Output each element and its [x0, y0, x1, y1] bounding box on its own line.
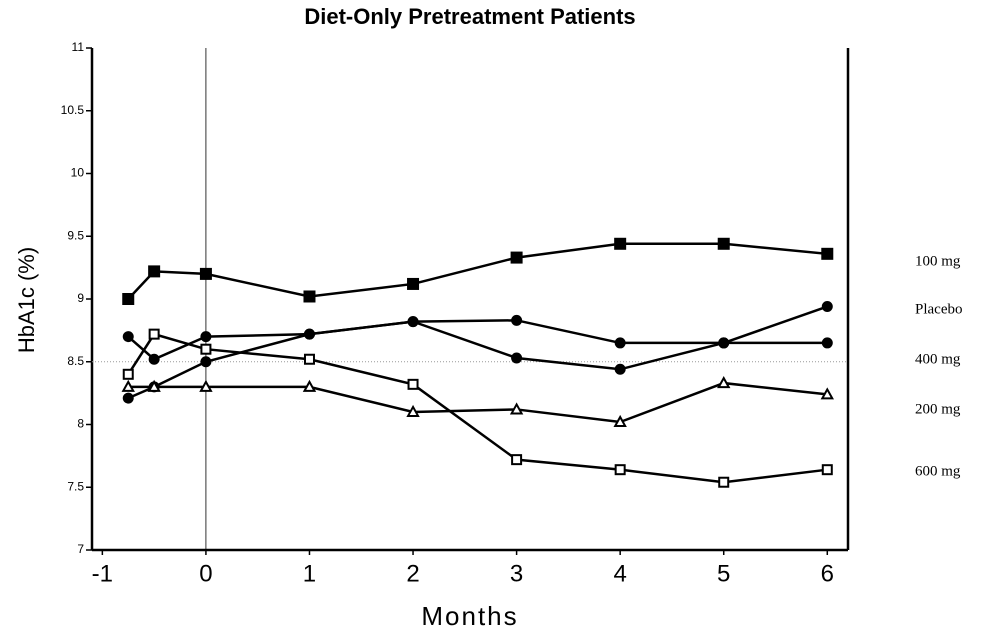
y-tick-label: 7.5 [67, 479, 84, 493]
marker [122, 392, 134, 404]
marker [200, 331, 212, 343]
y-axis-label: HbA1c (%) [14, 247, 39, 353]
legend-label: 400 mg [915, 351, 961, 367]
x-tick-label: 1 [303, 560, 316, 587]
marker [407, 378, 419, 390]
marker [407, 316, 419, 328]
marker [614, 464, 626, 476]
legend-label: Placebo [915, 301, 962, 317]
marker [820, 387, 834, 400]
legend-label: 100 mg [915, 253, 961, 269]
series-line [127, 242, 828, 300]
marker [718, 337, 730, 349]
marker [614, 237, 627, 250]
y-tick-label: 9 [77, 291, 84, 305]
x-tick-label: 3 [510, 560, 523, 587]
marker [122, 293, 135, 305]
marker [303, 353, 315, 365]
marker [122, 368, 134, 380]
marker [613, 414, 627, 427]
marker [717, 376, 731, 389]
marker [821, 301, 833, 313]
y-tick-label: 8 [77, 417, 84, 431]
y-tick-label: 10.5 [61, 103, 85, 117]
marker [303, 290, 316, 303]
marker [821, 337, 833, 349]
y-tick-label: 7 [77, 542, 84, 556]
marker [717, 237, 730, 250]
marker [148, 265, 161, 278]
marker [147, 379, 161, 392]
x-tick-label: 0 [199, 560, 212, 587]
series-line [128, 381, 828, 424]
marker [511, 314, 523, 326]
y-tick-label: 8.5 [67, 354, 84, 368]
marker [511, 352, 523, 364]
x-axis-label: Months [421, 601, 518, 631]
marker [614, 363, 626, 375]
marker [511, 454, 523, 466]
x-tick-label: -1 [92, 560, 113, 587]
marker [200, 343, 212, 355]
series-line [127, 332, 828, 484]
marker [718, 476, 730, 488]
x-tick-label: 5 [717, 560, 730, 587]
chart-title: Diet-Only Pretreatment Patients [304, 4, 635, 29]
y-tick-label: 10 [71, 166, 85, 180]
marker [199, 379, 213, 392]
marker [821, 247, 834, 260]
marker [303, 328, 315, 340]
marker [509, 402, 524, 415]
marker [121, 379, 135, 392]
marker [122, 331, 134, 343]
marker [148, 353, 160, 365]
marker [821, 464, 833, 476]
x-tick-label: 4 [613, 560, 626, 587]
marker [614, 337, 626, 349]
marker [199, 267, 212, 280]
y-tick-label: 11 [72, 40, 85, 54]
legend-label: 200 mg [915, 401, 961, 417]
marker [407, 277, 420, 290]
y-tick-label: 9.5 [67, 228, 84, 242]
x-tick-label: 6 [821, 560, 834, 587]
marker [148, 328, 160, 340]
marker [302, 379, 317, 392]
x-tick-label: 2 [406, 560, 419, 587]
marker [510, 251, 523, 264]
legend-label: 600 mg [915, 463, 961, 479]
marker [406, 404, 420, 417]
marker [200, 356, 212, 368]
